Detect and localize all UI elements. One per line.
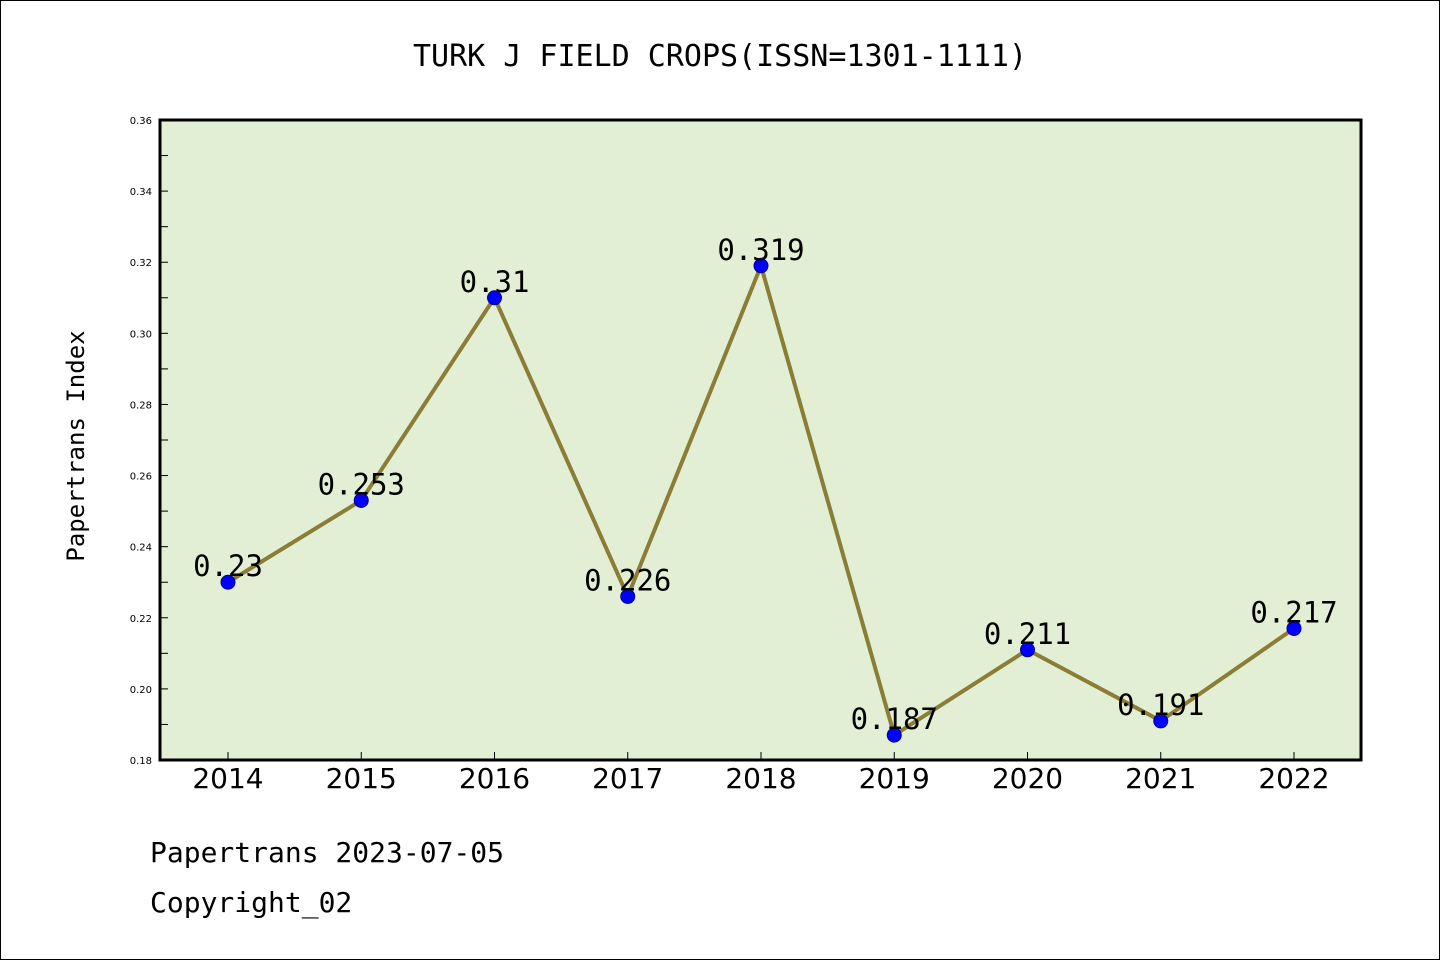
data-label: 0.23	[193, 549, 263, 583]
x-tick-label: 2016	[459, 762, 530, 795]
data-label: 0.217	[1250, 595, 1337, 629]
x-tick-label: 2021	[1125, 762, 1196, 795]
data-label: 0.191	[1117, 688, 1204, 722]
data-point	[620, 588, 636, 604]
data-point	[353, 492, 369, 508]
y-axis-label: Papertrans Index	[62, 330, 90, 561]
x-tick-label: 2018	[725, 762, 796, 795]
x-tick-label: 2017	[592, 762, 663, 795]
y-tick-label: 0.20	[130, 685, 152, 696]
data-point	[886, 727, 902, 743]
y-tick-label: 0.18	[130, 756, 152, 767]
data-point	[753, 258, 769, 274]
x-tick-label: 2022	[1258, 762, 1329, 795]
y-tick-label: 0.34	[130, 187, 152, 198]
y-tick-label: 0.28	[130, 400, 152, 411]
y-tick-label: 0.36	[130, 116, 152, 127]
data-point	[487, 290, 502, 306]
y-tick-label: 0.24	[130, 543, 152, 554]
data-label: 0.187	[851, 702, 938, 736]
chart-title: TURK J FIELD CROPS(ISSN=1301-1111)	[413, 39, 1027, 74]
footer-date-line: Papertrans 2023-07-05	[150, 836, 505, 869]
data-point	[1153, 713, 1169, 729]
data-point	[1286, 620, 1302, 636]
data-point	[1020, 642, 1035, 658]
plot-border	[158, 118, 1363, 762]
data-label: 0.31	[460, 265, 530, 299]
plot-area	[160, 120, 1361, 760]
y-tick-label: 0.32	[130, 258, 152, 269]
footer-copyright-line: Copyright_02	[150, 886, 353, 919]
x-tick-label: 2015	[326, 762, 397, 795]
y-tick-label: 0.22	[130, 614, 152, 625]
data-label: 0.253	[318, 467, 405, 501]
x-tick-label: 2014	[192, 762, 263, 795]
ticks-layer: 0.18 0.20 0.22 0.24 0.26 0.28 0.30 0.32 0.34 0.36…	[130, 116, 1330, 795]
y-tick-label: 0.30	[130, 329, 152, 340]
data-label: 0.211	[984, 617, 1071, 651]
y-tick-label: 0.26	[130, 472, 152, 483]
data-label: 0.319	[717, 233, 804, 267]
data-point	[220, 574, 236, 590]
series-layer: 0.23 0.253 0.31 0.226 0.319 0.187 0.211 0.191 0.…	[193, 233, 1338, 743]
x-tick-label: 2020	[992, 762, 1063, 795]
x-tick-label: 2019	[859, 762, 930, 795]
data-label: 0.226	[584, 563, 671, 597]
